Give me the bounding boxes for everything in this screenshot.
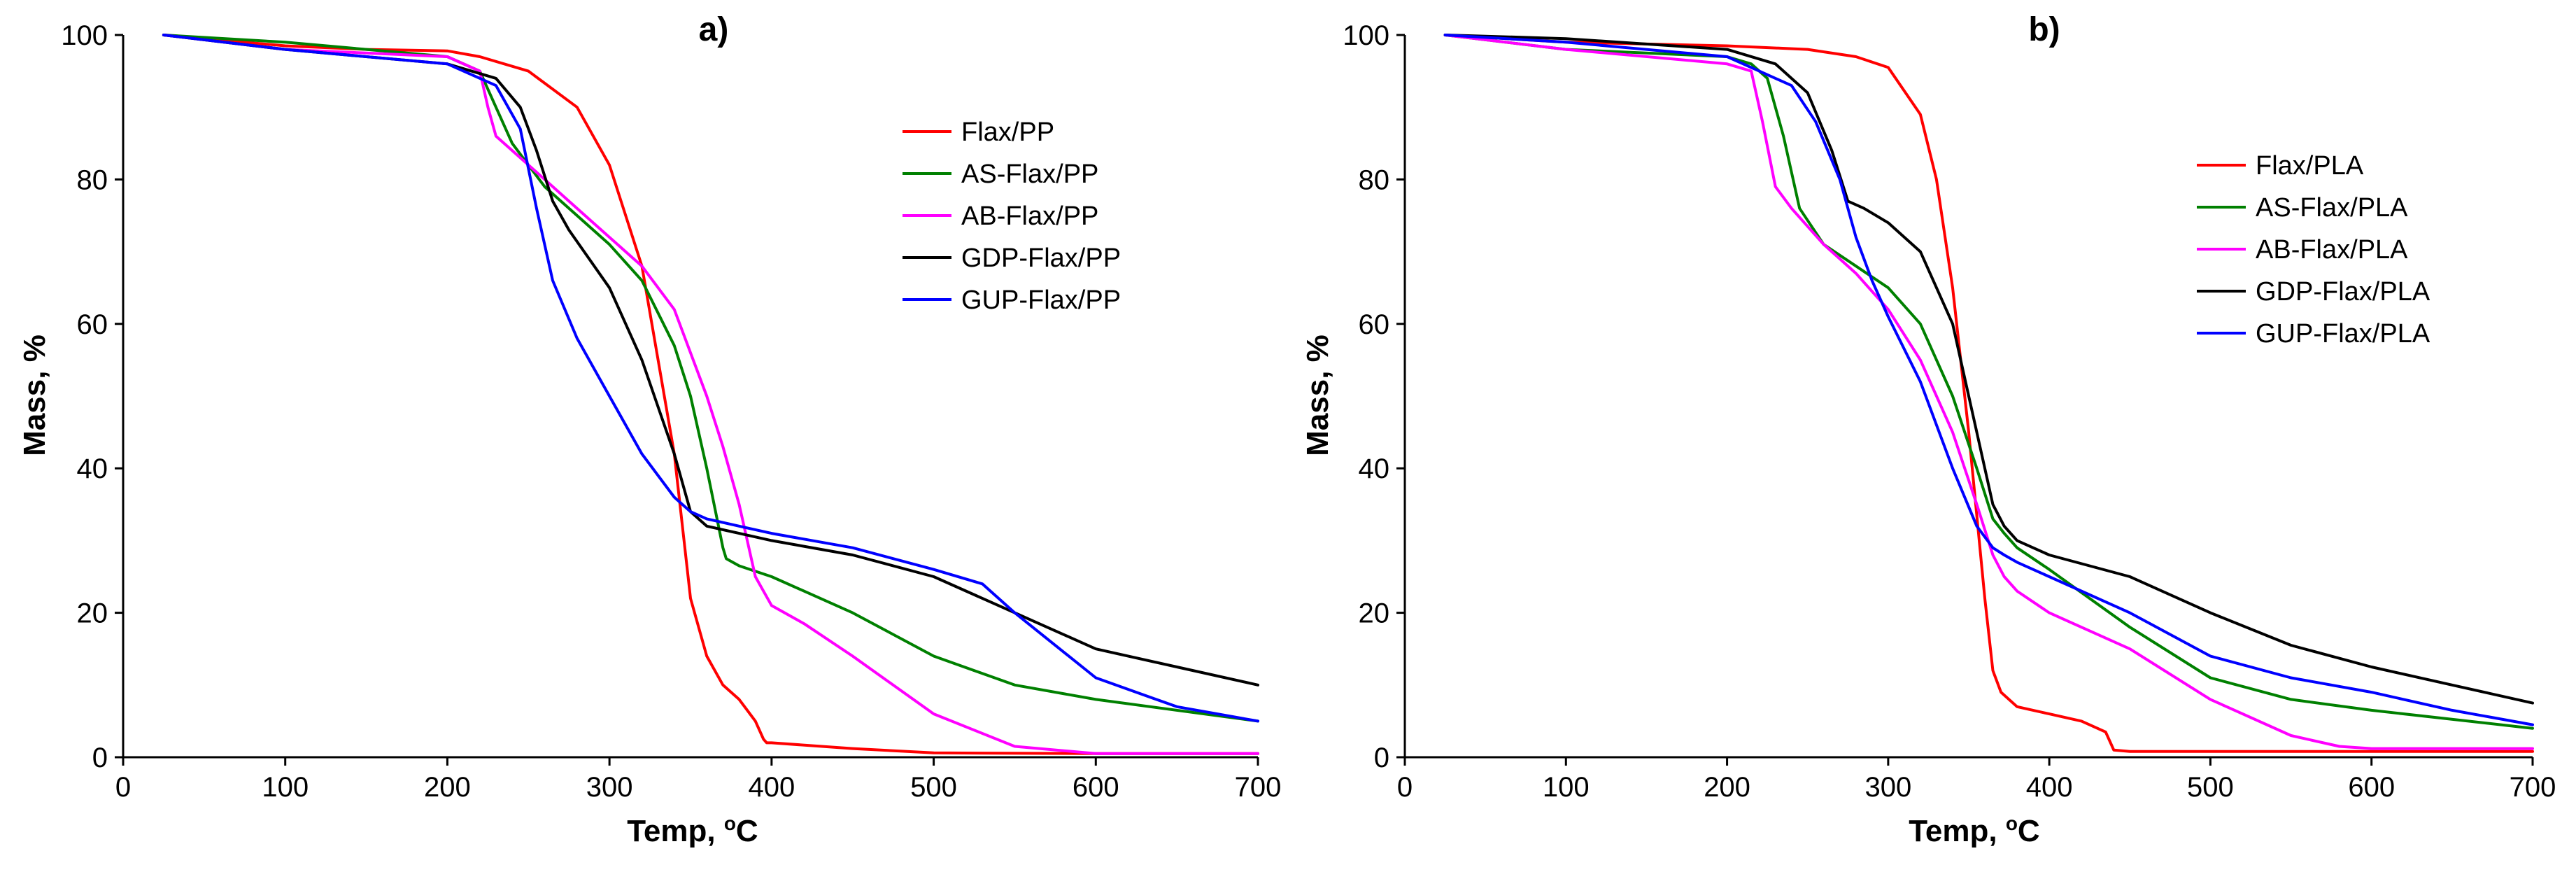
panel-a-x-tick-label: 200 [424, 772, 471, 803]
panel-a-ylabel: Mass, % [17, 335, 52, 456]
panel-b: 0 100 200 300 400 500 600 700 0 20 40 60 80 100 b) Te… [1301, 11, 2556, 848]
panel-a-legend-label-as-flax-pp: AS-Flax/PP [961, 160, 1098, 189]
panel-a-x-tick-label: 100 [262, 772, 309, 803]
panel-b-x-tick-label: 0 [1397, 772, 1413, 803]
panel-a-series [162, 34, 1259, 755]
panel-a: 0 100 200 300 400 500 600 700 0 20 40 60 80 100 a) Te… [17, 11, 1281, 848]
panel-a-series-gdp-flax-pp [162, 34, 1259, 687]
panel-a-y-tick-label: 20 [77, 598, 108, 629]
panel-b-y-tick-label: 0 [1374, 743, 1389, 773]
panel-a-legend-label-flax-pp: Flax/PP [961, 118, 1054, 147]
panel-a-series-ab-flax-pp [162, 34, 1259, 755]
panel-b-label: b) [2028, 11, 2060, 48]
panel-b-legend-label-flax-pla: Flax/PLA [2256, 151, 2364, 181]
panel-a-y-tick-label: 60 [77, 309, 108, 340]
panel-b-legend-label-ab-flax-pla: AB-Flax/PLA [2256, 235, 2408, 265]
panel-a-x-tick-label: 700 [1235, 772, 1282, 803]
panel-b-legend-label-gdp-flax-pla: GDP-Flax/PLA [2256, 277, 2430, 307]
panel-a-y-tick-label: 80 [77, 164, 108, 195]
panel-a-x-tick-label: 400 [748, 772, 795, 803]
panel-a-axes: 0 100 200 300 400 500 600 700 0 20 40 60 80 100 [61, 20, 1281, 803]
panel-b-y-tick-label: 20 [1359, 598, 1390, 629]
panel-b-x-tick-label: 500 [2187, 772, 2234, 803]
panel-b-y-tick-label: 40 [1359, 453, 1390, 484]
panel-a-y-tick-label: 0 [92, 743, 108, 773]
panel-b-y-tick-label: 80 [1359, 164, 1390, 195]
panel-b-ylabel: Mass, % [1301, 335, 1335, 456]
panel-b-x-tick-label: 200 [1704, 772, 1750, 803]
panel-a-series-as-flax-pp [162, 34, 1259, 723]
panel-b-series-flax-pla [1443, 34, 2534, 753]
panel-b-xlabel: Temp, oC [1909, 813, 2039, 848]
panel-b-series-gdp-flax-pla [1443, 34, 2534, 705]
panel-a-y-tick-label: 100 [61, 20, 108, 51]
panel-a-x-tick-label: 600 [1073, 772, 1119, 803]
panel-b-x-tick-label: 400 [2026, 772, 2073, 803]
panel-b-series [1443, 34, 2534, 753]
panel-a-legend: Flax/PP AS-Flax/PP AB-Flax/PP GDP-Flax/PP GU… [903, 118, 1121, 315]
panel-a-y-tick-label: 40 [77, 453, 108, 484]
panel-b-series-ab-flax-pla [1443, 34, 2534, 750]
panel-b-y-tick-label: 60 [1359, 309, 1390, 340]
panel-a-xlabel: Temp, oC [627, 813, 758, 848]
panel-a-x-tick-label: 300 [586, 772, 633, 803]
panel-a-legend-label-ab-flax-pp: AB-Flax/PP [961, 202, 1098, 231]
panel-b-legend: Flax/PLA AS-Flax/PLA AB-Flax/PLA GDP-Flax/P… [2197, 151, 2430, 349]
panel-b-x-tick-label: 300 [1864, 772, 1911, 803]
panel-b-x-tick-label: 700 [2510, 772, 2556, 803]
panel-a-x-tick-label: 0 [115, 772, 131, 803]
panel-b-series-gup-flax-pla [1443, 34, 2534, 726]
panel-a-series-flax-pp [162, 34, 1259, 755]
panel-a-label: a) [699, 11, 729, 48]
panel-b-legend-label-gup-flax-pla: GUP-Flax/PLA [2256, 319, 2430, 349]
panel-a-x-tick-label: 500 [910, 772, 957, 803]
panel-b-x-tick-label: 600 [2348, 772, 2395, 803]
panel-a-legend-label-gdp-flax-pp: GDP-Flax/PP [961, 244, 1121, 273]
panel-b-axes: 0 100 200 300 400 500 600 700 0 20 40 60 80 100 [1343, 20, 2556, 803]
panel-b-y-tick-label: 100 [1343, 20, 1389, 51]
panel-b-legend-label-as-flax-pla: AS-Flax/PLA [2256, 193, 2408, 223]
panel-a-legend-label-gup-flax-pp: GUP-Flax/PP [961, 286, 1121, 315]
panel-a-series-gup-flax-pp [162, 34, 1259, 723]
panel-b-x-tick-label: 100 [1543, 772, 1590, 803]
